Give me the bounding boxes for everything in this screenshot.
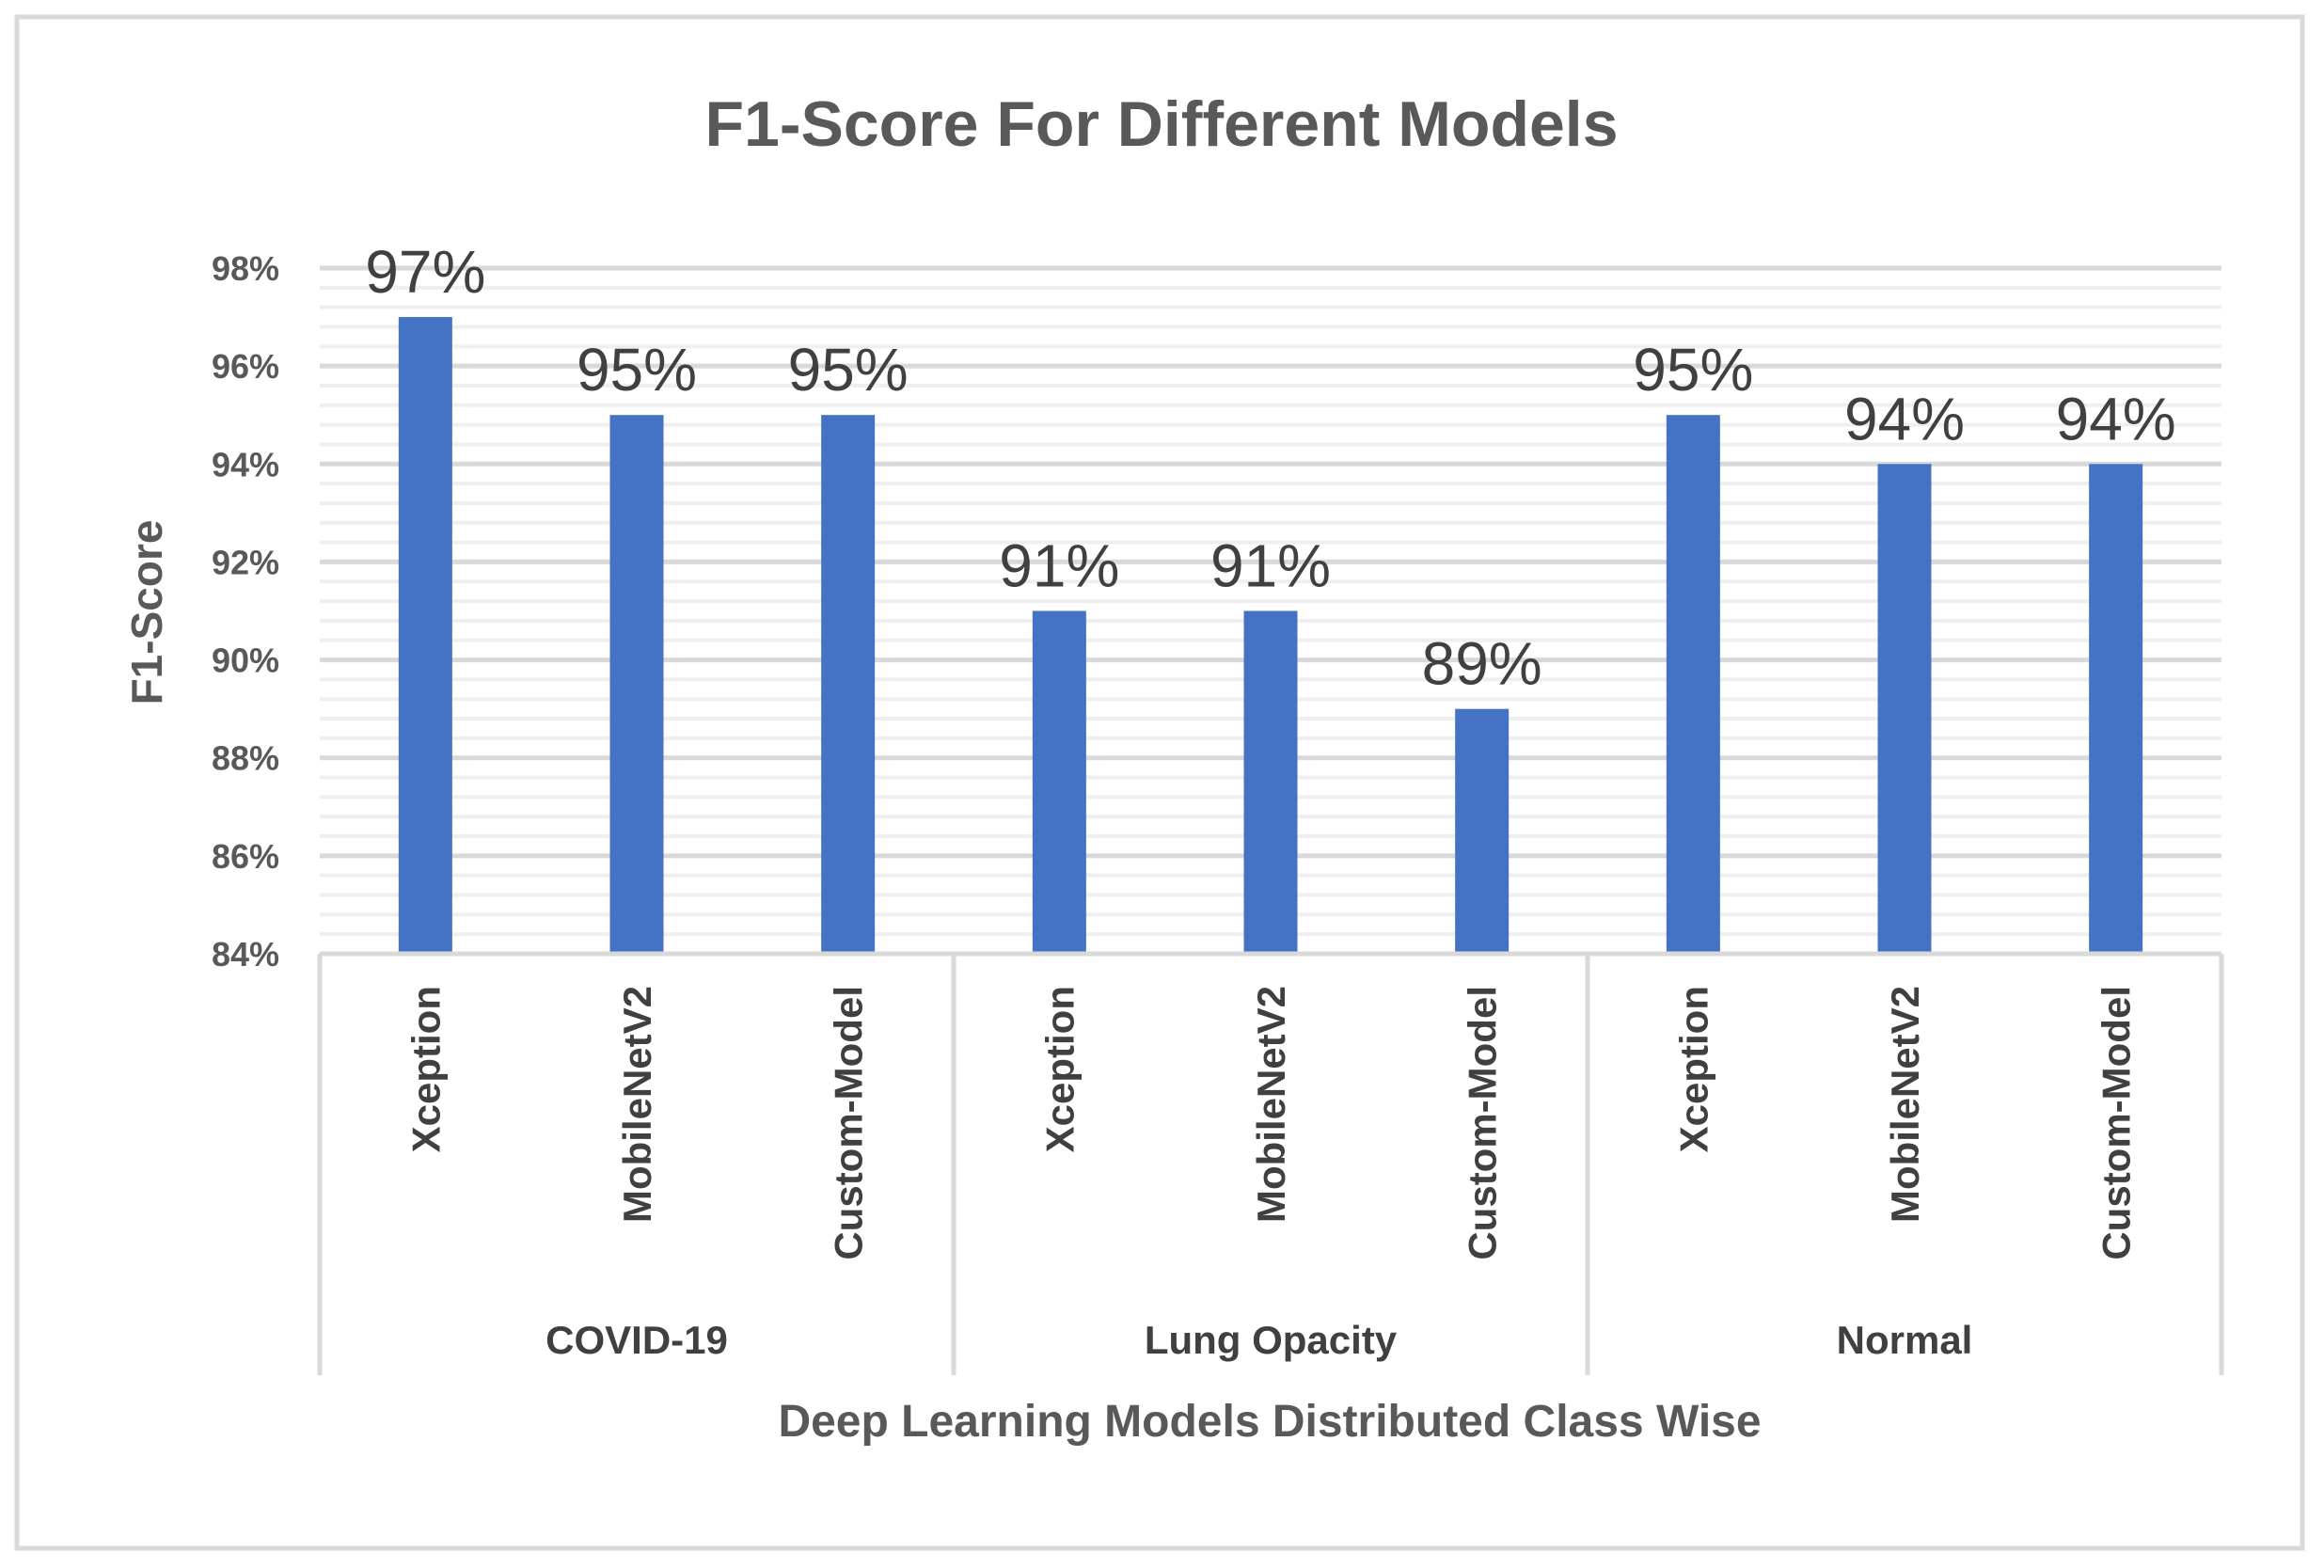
bar-value-label: 95% [1633, 336, 1753, 404]
bars [398, 317, 2143, 955]
y-axis-title: F1-Score [122, 520, 171, 705]
bar-value-label: 95% [577, 336, 697, 404]
category-label: Custom-Model [827, 986, 871, 1260]
bar [1455, 708, 1510, 954]
category-label: Xception [1037, 986, 1082, 1152]
bar [1243, 610, 1298, 954]
y-tick-label: 98% [212, 249, 279, 288]
category-label: MobileNetV2 [615, 986, 659, 1223]
y-tick-label: 86% [212, 837, 279, 876]
bar-value-label: 91% [1210, 532, 1331, 600]
bar-value-label: 89% [1422, 630, 1542, 698]
bar [1666, 415, 1720, 954]
bar [2089, 464, 2143, 954]
group-label: COVID-19 [545, 1318, 728, 1362]
group-label: Lung Opacity [1145, 1318, 1398, 1362]
y-axis-ticks: 84% 86% 88% 90% 92% 94% 96% 98% [212, 249, 279, 974]
bar [398, 317, 452, 955]
y-tick-label: 84% [212, 935, 279, 974]
bar-value-label: 94% [1844, 385, 1965, 452]
data-labels: 97% 95% 95% 91% 91% 89% 95% 94% 94% [365, 238, 2175, 698]
y-tick-label: 88% [212, 739, 279, 778]
x-axis: Xception MobileNetV2 Custom-Model COVID-19 X… [317, 951, 2224, 1375]
bar [1877, 464, 1932, 954]
bar-value-label: 91% [999, 532, 1119, 600]
y-tick-label: 92% [212, 543, 279, 581]
category-label: Custom-Model [1461, 986, 1505, 1260]
group-label: Normal [1837, 1318, 1973, 1362]
category-label: Xception [403, 986, 448, 1152]
bar-value-label: 95% [788, 336, 909, 404]
category-label: MobileNetV2 [1883, 986, 1927, 1223]
chart-title: F1-Score For Different Models [704, 88, 1618, 160]
bar-value-label: 94% [2056, 385, 2176, 452]
category-label: Custom-Model [2095, 986, 2139, 1260]
y-tick-label: 90% [212, 641, 279, 680]
category-label: Xception [1671, 986, 1715, 1152]
category-label: MobileNetV2 [1249, 986, 1293, 1223]
bar-value-label: 97% [365, 238, 485, 306]
y-tick-label: 94% [212, 445, 279, 483]
bar [821, 415, 876, 954]
x-axis-title: Deep Learning Models Distributed Class W… [778, 1397, 1761, 1447]
bar [1032, 610, 1086, 954]
y-tick-label: 96% [212, 347, 279, 386]
bar [609, 415, 664, 954]
